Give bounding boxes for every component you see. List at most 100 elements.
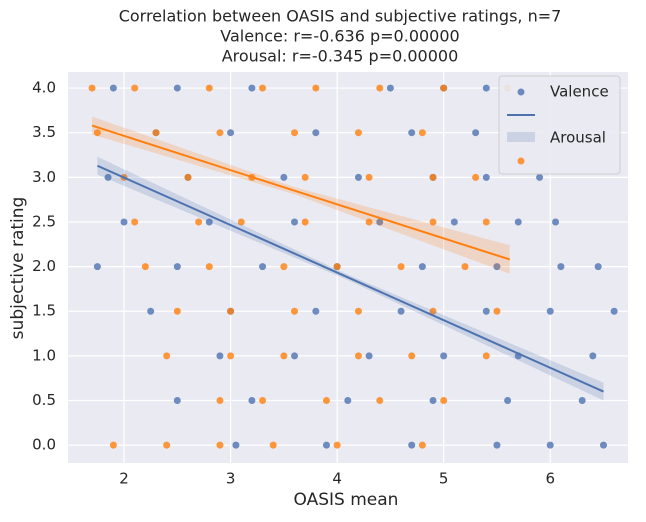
point xyxy=(173,263,181,271)
point xyxy=(248,84,256,92)
legend-box xyxy=(498,75,621,175)
point xyxy=(216,397,224,405)
point xyxy=(546,307,554,315)
point xyxy=(248,397,256,405)
point xyxy=(291,352,299,360)
point xyxy=(104,173,112,181)
legend-marker xyxy=(517,88,525,96)
y-tick-label: 3.0 xyxy=(32,168,56,186)
point xyxy=(227,129,235,137)
point xyxy=(131,84,139,92)
legend-label: Valence xyxy=(550,83,609,101)
point xyxy=(429,397,437,405)
point xyxy=(120,218,128,226)
point xyxy=(301,218,309,226)
point xyxy=(269,441,277,449)
point xyxy=(333,441,341,449)
point xyxy=(354,352,362,360)
point xyxy=(429,307,437,315)
point xyxy=(259,397,267,405)
point xyxy=(163,441,171,449)
point xyxy=(376,397,384,405)
point xyxy=(216,352,224,360)
y-tick-label: 0.0 xyxy=(32,436,56,454)
point xyxy=(376,218,384,226)
point xyxy=(205,263,213,271)
marks xyxy=(88,84,618,449)
point xyxy=(173,307,181,315)
point xyxy=(131,218,139,226)
y-tick-label: 1.5 xyxy=(32,302,56,320)
legend: Valence Arousal xyxy=(498,75,621,175)
point xyxy=(312,129,320,137)
point xyxy=(237,218,245,226)
point xyxy=(578,397,586,405)
point xyxy=(504,397,512,405)
point xyxy=(546,441,554,449)
point xyxy=(322,441,330,449)
point xyxy=(418,441,426,449)
chart-subtitle: Arousal: r=-0.345 p=0.00000 xyxy=(222,47,459,66)
point xyxy=(147,307,155,315)
point xyxy=(354,307,362,315)
point xyxy=(408,352,416,360)
point xyxy=(216,129,224,137)
point xyxy=(312,307,320,315)
x-tick-label: 3 xyxy=(226,470,236,488)
legend-marker xyxy=(517,157,525,165)
point xyxy=(610,307,618,315)
point xyxy=(344,397,352,405)
point xyxy=(418,129,426,137)
point xyxy=(322,397,330,405)
x-tick-label: 2 xyxy=(119,470,129,488)
point xyxy=(333,263,341,271)
point xyxy=(365,218,373,226)
point xyxy=(429,173,437,181)
point xyxy=(205,84,213,92)
point xyxy=(88,84,96,92)
point xyxy=(450,218,458,226)
point xyxy=(440,397,448,405)
x-tick-label: 6 xyxy=(545,470,555,488)
point xyxy=(461,263,469,271)
point xyxy=(152,129,160,137)
point xyxy=(227,307,235,315)
point xyxy=(141,263,149,271)
point xyxy=(365,352,373,360)
point xyxy=(173,397,181,405)
point xyxy=(354,129,362,137)
point xyxy=(482,218,490,226)
point xyxy=(397,263,405,271)
point xyxy=(227,352,235,360)
point xyxy=(109,441,117,449)
point xyxy=(280,352,288,360)
confidence-band xyxy=(92,116,510,274)
y-tick-label: 2.0 xyxy=(32,257,56,275)
x-tick-label: 4 xyxy=(332,470,342,488)
point xyxy=(259,84,267,92)
point xyxy=(440,84,448,92)
point xyxy=(184,173,192,181)
point xyxy=(163,352,171,360)
point xyxy=(280,263,288,271)
point xyxy=(482,173,490,181)
point xyxy=(109,84,117,92)
point xyxy=(429,218,437,226)
point xyxy=(493,307,501,315)
point xyxy=(291,129,299,137)
x-axis-label: OASIS mean xyxy=(294,490,399,510)
point xyxy=(493,441,501,449)
point xyxy=(408,441,416,449)
point xyxy=(594,263,602,271)
point xyxy=(376,84,384,92)
point xyxy=(312,84,320,92)
legend-marker xyxy=(507,132,535,142)
y-tick-label: 1.0 xyxy=(32,346,56,364)
point xyxy=(599,441,607,449)
point xyxy=(589,352,597,360)
point xyxy=(482,84,490,92)
point xyxy=(93,263,101,271)
point xyxy=(552,218,560,226)
y-tick-label: 0.5 xyxy=(32,391,56,409)
